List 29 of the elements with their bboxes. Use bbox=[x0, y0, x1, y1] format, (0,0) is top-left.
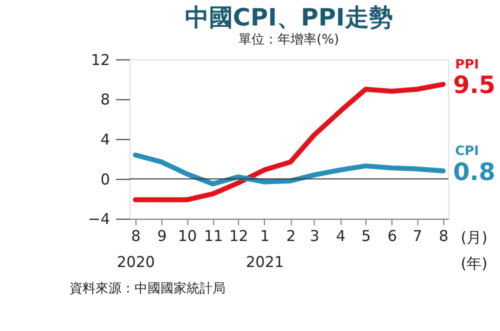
y-tick-label: 8 bbox=[100, 90, 110, 109]
data-label: 0.8 bbox=[453, 158, 496, 186]
x-tick-label: 8 bbox=[438, 227, 448, 246]
line-series bbox=[132, 152, 446, 186]
y-tick-label: 0 bbox=[100, 170, 110, 188]
source-note: 資料來源：中國國家統計局 bbox=[70, 280, 226, 296]
x-tick-label: 8 2020 bbox=[116, 227, 155, 272]
x-tick-label: 11 bbox=[204, 227, 223, 246]
x-tick-label: 3 bbox=[310, 227, 320, 246]
line-series bbox=[132, 82, 446, 202]
x-tick-label: 7 bbox=[412, 227, 422, 246]
y-tick-label: 4 bbox=[100, 130, 110, 149]
x-tick-label: 5 bbox=[361, 227, 371, 246]
y-tick-label: −4 bbox=[88, 210, 110, 228]
x-tick-label: 9 bbox=[157, 227, 167, 246]
text: (月) bbox=[460, 228, 488, 247]
x-tick-label: 2 bbox=[286, 227, 296, 246]
y-tick-label: 12 bbox=[91, 50, 110, 69]
x-tick-label: 6 bbox=[387, 227, 397, 246]
x-tick-label: 10 bbox=[178, 227, 197, 246]
x-tick-label: 12 bbox=[229, 227, 248, 246]
series-label: CPI bbox=[455, 144, 479, 159]
chart-subtitle: 單位：年增率(%) bbox=[238, 31, 340, 48]
text: (年) bbox=[460, 254, 488, 273]
series-label: PPI bbox=[455, 57, 479, 72]
x-tick-label: 4 bbox=[336, 227, 346, 246]
x-tick-label: 1 2021 bbox=[246, 227, 284, 272]
chart-title: 中國CPI、PPI走勢 bbox=[184, 4, 393, 32]
data-label: 9.5 bbox=[453, 71, 496, 100]
